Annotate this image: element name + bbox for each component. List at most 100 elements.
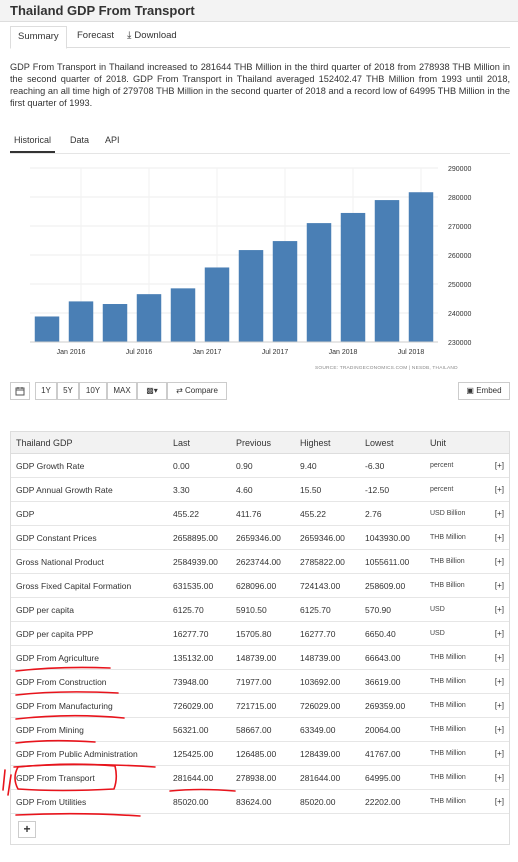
chart-type-button[interactable]: ▩▾: [137, 382, 167, 400]
bar[interactable]: [170, 288, 196, 342]
col-header-unit: Unit: [424, 431, 480, 454]
row-expand-button[interactable]: [+]: [480, 525, 510, 550]
table-row[interactable]: GDP From Manufacturing 726029.00 721715.00…: [10, 693, 510, 718]
row-name-link[interactable]: GDP From Agriculture: [10, 645, 167, 670]
table-row[interactable]: GDP per capita 6125.70 5910.50 6125.70 570.9…: [10, 597, 510, 622]
row-name-link[interactable]: GDP per capita: [10, 597, 167, 622]
tab-forecast[interactable]: Forecast: [70, 26, 121, 48]
x-tick-label: Jul 2018: [398, 349, 425, 356]
bar[interactable]: [340, 212, 366, 342]
subtab-data[interactable]: Data: [66, 133, 93, 153]
row-expand-button[interactable]: [+]: [480, 621, 510, 646]
row-expand-button[interactable]: [+]: [480, 717, 510, 742]
subtab-api[interactable]: API: [101, 133, 124, 153]
row-name-link[interactable]: GDP From Manufacturing: [10, 693, 167, 718]
table-row[interactable]: GDP per capita PPP 16277.70 15705.80 16277.…: [10, 621, 510, 646]
bar[interactable]: [34, 316, 60, 342]
col-header-highest: Highest: [294, 431, 359, 454]
compare-button[interactable]: ⇄ Compare: [167, 382, 227, 400]
row-expand-button[interactable]: [+]: [480, 693, 510, 718]
row-expand-button[interactable]: [+]: [480, 453, 510, 478]
subtab-historical[interactable]: Historical: [10, 133, 56, 153]
row-name-link[interactable]: GDP Growth Rate: [10, 453, 167, 478]
row-unit: THB Million: [424, 525, 480, 550]
row-name-link[interactable]: Gross National Product: [10, 549, 167, 574]
range-max-button[interactable]: MAX: [107, 382, 137, 400]
row-name-link[interactable]: GDP Annual Growth Rate: [10, 477, 167, 502]
table-row[interactable]: GDP Growth Rate 0.00 0.90 9.40 -6.30 percent[…: [10, 453, 510, 478]
row-expand-button[interactable]: [+]: [480, 741, 510, 766]
table-row[interactable]: Gross National Product 2584939.00 2623744.…: [10, 549, 510, 574]
row-previous-value: 628096.00: [230, 573, 294, 598]
row-highest-value: 103692.00: [294, 669, 359, 694]
row-expand-button[interactable]: [+]: [480, 789, 510, 814]
row-expand-button[interactable]: [+]: [480, 477, 510, 502]
bar-chart: 230000 240000 250000 260000 270000 280000 2900…: [30, 166, 471, 356]
row-expand-button[interactable]: [+]: [480, 549, 510, 574]
table-row[interactable]: GDP From Utilities 85020.00 83624.00 85020.…: [10, 789, 510, 814]
row-name-link[interactable]: GDP From Mining: [10, 717, 167, 742]
row-expand-button[interactable]: [+]: [480, 501, 510, 526]
bar[interactable]: [204, 267, 230, 342]
row-last-value: 16277.70: [167, 621, 230, 646]
bar[interactable]: [102, 304, 128, 342]
row-unit: THB Million: [424, 717, 480, 742]
row-expand-button[interactable]: [+]: [480, 765, 510, 790]
table-row[interactable]: GDP 455.22 411.76 455.22 2.76 USD Billion [+]: [10, 501, 510, 526]
range-5y-button[interactable]: 5Y: [57, 382, 79, 400]
image-icon: ▣: [466, 386, 474, 395]
x-tick-label: Jan 2016: [57, 349, 86, 356]
bar[interactable]: [306, 223, 332, 342]
row-name-link[interactable]: GDP From Utilities: [10, 789, 167, 814]
subtab-data-label: Data: [70, 135, 90, 145]
row-expand-button[interactable]: [+]: [480, 573, 510, 598]
tab-download[interactable]: ⤓ Download: [120, 26, 184, 48]
table-row[interactable]: GDP From Transport 281644.00 278938.00 2816…: [10, 765, 510, 790]
bar[interactable]: [272, 241, 298, 342]
row-previous-value: 411.76: [230, 501, 294, 526]
row-name-link[interactable]: Gross Fixed Capital Formation: [10, 573, 167, 598]
table-row[interactable]: GDP From Public Administration 125425.00 1…: [10, 741, 510, 766]
calendar-icon: [15, 387, 25, 396]
table-row[interactable]: Gross Fixed Capital Formation 631535.00 62…: [10, 573, 510, 598]
bar[interactable]: [408, 192, 434, 342]
row-lowest-value: 66643.00: [359, 645, 424, 670]
row-name-link[interactable]: GDP From Public Administration: [10, 741, 167, 766]
range-10y-button[interactable]: 10Y: [79, 382, 107, 400]
add-indicator-button[interactable]: +: [18, 821, 36, 838]
title-bar: Thailand GDP From Transport: [0, 0, 518, 22]
row-expand-button[interactable]: [+]: [480, 645, 510, 670]
row-previous-value: 721715.00: [230, 693, 294, 718]
row-expand-button[interactable]: [+]: [480, 597, 510, 622]
row-expand-button[interactable]: [+]: [480, 669, 510, 694]
tab-summary[interactable]: Summary: [10, 26, 67, 49]
row-name-link[interactable]: GDP per capita PPP: [10, 621, 167, 646]
table-row[interactable]: GDP From Mining 56321.00 58667.00 63349.00 2…: [10, 717, 510, 742]
row-previous-value: 15705.80: [230, 621, 294, 646]
row-unit: THB Million: [424, 669, 480, 694]
y-tick-label: 290000: [448, 166, 471, 173]
row-lowest-value: 41767.00: [359, 741, 424, 766]
calendar-button[interactable]: [10, 382, 30, 400]
subtab-historical-label: Historical: [14, 135, 52, 145]
bar[interactable]: [136, 294, 162, 342]
range-1y-button[interactable]: 1Y: [35, 382, 57, 400]
row-last-value: 0.00: [167, 453, 230, 478]
row-last-value: 631535.00: [167, 573, 230, 598]
row-previous-value: 148739.00: [230, 645, 294, 670]
row-name-link[interactable]: GDP: [10, 501, 167, 526]
bar[interactable]: [238, 250, 264, 342]
table-row[interactable]: GDP Annual Growth Rate 3.30 4.60 15.50 -12.5…: [10, 477, 510, 502]
row-lowest-value: 269359.00: [359, 693, 424, 718]
table-row[interactable]: GDP Constant Prices 2658895.00 2659346.00 2…: [10, 525, 510, 550]
bar[interactable]: [68, 301, 94, 342]
embed-button[interactable]: ▣ Embed: [458, 382, 510, 400]
bar[interactable]: [374, 200, 400, 342]
row-name-link[interactable]: GDP From Construction: [10, 669, 167, 694]
row-name-link[interactable]: GDP From Transport: [10, 765, 167, 790]
row-name-link[interactable]: GDP Constant Prices: [10, 525, 167, 550]
table-row[interactable]: GDP From Agriculture 135132.00 148739.00 14…: [10, 645, 510, 670]
row-last-value: 2584939.00: [167, 549, 230, 574]
table-row[interactable]: GDP From Construction 73948.00 71977.00 103…: [10, 669, 510, 694]
main-tabs: Summary Forecast ⤓ Download: [10, 26, 510, 49]
